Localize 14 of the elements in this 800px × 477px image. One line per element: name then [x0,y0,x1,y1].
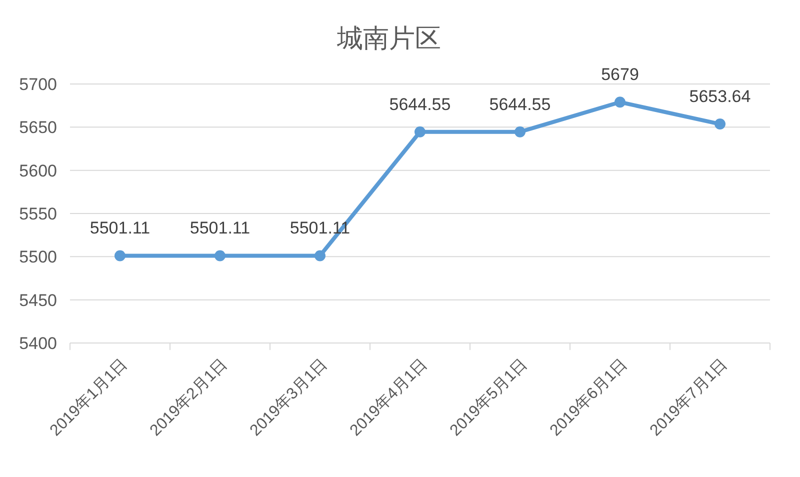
y-tick-label: 5450 [19,290,57,310]
y-tick-label: 5550 [19,204,57,224]
title: 城南片区 [337,23,441,53]
y-tick-label: 5700 [19,75,57,94]
data-label: 5501.11 [90,218,150,238]
y-tick-label: 5400 [19,334,57,353]
data-label: 5679 [601,65,639,84]
data-label: 5644.55 [389,94,451,114]
y-tick-label: 5600 [19,161,57,180]
y-tick-label: 5500 [19,248,57,267]
y-tick-label: 5650 [19,118,57,138]
data-label: 5644.55 [489,94,551,114]
data-label: 5653.64 [689,87,751,106]
data-label: 5501.11 [190,218,250,238]
